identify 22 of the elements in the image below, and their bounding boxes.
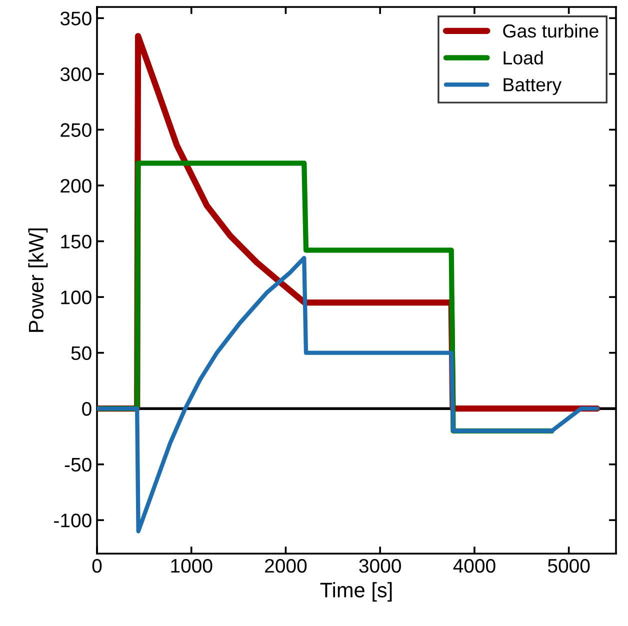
x-tick-label: 5000 xyxy=(548,558,590,573)
y-tick-label: 200 xyxy=(60,178,92,193)
y-tick-label: 250 xyxy=(60,123,92,137)
legend-label: Load xyxy=(504,50,543,64)
y-tick-label: -100 xyxy=(54,514,92,528)
y-tick-label: 0 xyxy=(82,402,92,416)
y-tick-label: 350 xyxy=(60,12,92,26)
y-tick-label: 300 xyxy=(60,67,92,82)
x-tick-label: 1000 xyxy=(171,558,212,573)
y-axis-title: Power [kW] xyxy=(28,228,48,332)
x-tick-label: 3000 xyxy=(359,558,401,573)
line-series xyxy=(97,256,600,534)
x-tick-label: 0 xyxy=(92,558,102,573)
x-tick-label: 4000 xyxy=(453,558,496,573)
y-tick-label: 50 xyxy=(71,346,92,360)
legend-label: Battery xyxy=(504,78,562,96)
x-axis-title: Time [s] xyxy=(320,582,392,602)
y-tick-label: 100 xyxy=(61,290,92,304)
legend-label: Gas turbine xyxy=(503,24,598,38)
x-tick-label: 2000 xyxy=(265,558,307,573)
y-tick-label: -50 xyxy=(64,458,92,472)
y-tick-label: 150 xyxy=(61,234,92,248)
